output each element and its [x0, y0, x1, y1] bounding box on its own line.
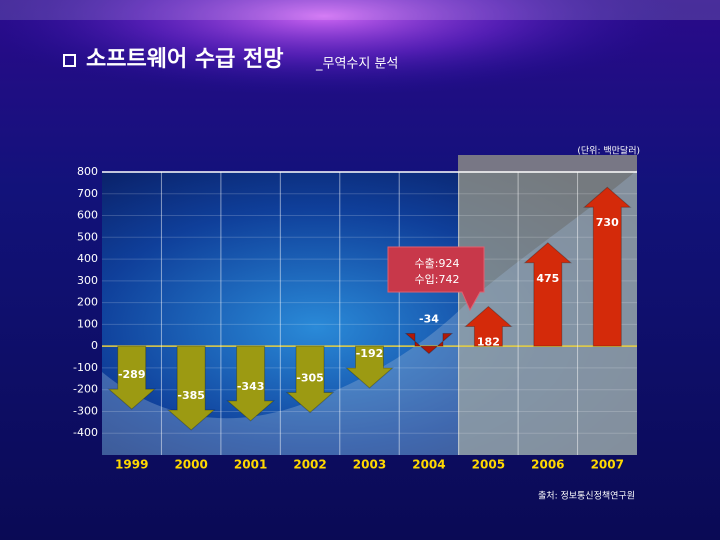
glow [0, 0, 720, 160]
x-tick-label: 2000 [174, 458, 207, 472]
x-tick-label: 2001 [234, 458, 267, 472]
value-label: 730 [596, 216, 619, 229]
y-tick-label: -400 [73, 426, 98, 439]
plot: -400 -300 -200 -100 0 100 200 300 400 500 600 700 80… [73, 165, 637, 472]
callout-text: 수입:742 [415, 273, 460, 286]
bar-arrow [523, 242, 573, 347]
value-label: -34 [419, 313, 439, 326]
trend-area [102, 170, 637, 455]
bar-arrow [404, 333, 454, 355]
y-tick-label: -100 [73, 361, 98, 374]
subtitle: _무역수지 분석 [315, 57, 398, 72]
y-tick-label: 0 [91, 339, 98, 352]
x-tick-label: 2006 [531, 458, 564, 472]
y-tick-label: 600 [77, 209, 98, 222]
x-tick-label: 2005 [472, 458, 505, 472]
bar-arrow [226, 345, 275, 422]
callout-text: 수출:924 [415, 257, 460, 270]
value-label: -289 [118, 368, 146, 381]
title: 소프트웨어 수급 전망 [86, 47, 283, 72]
x-tick-label: 1999 [115, 458, 148, 472]
bar-arrow [582, 186, 632, 347]
value-label: -305 [296, 372, 324, 385]
source: 출처: 정보통신정책연구원 [538, 490, 635, 502]
value-label: -192 [356, 347, 384, 360]
bar-arrow [345, 345, 394, 389]
bar-arrow [285, 345, 335, 414]
y-tick-label: -200 [73, 383, 98, 396]
value-label: -385 [177, 389, 205, 402]
value-label: -343 [237, 380, 265, 393]
bar-arrow [107, 345, 157, 410]
y-tick-label: 800 [77, 165, 98, 178]
unit-label: (단위: 백만달러) [577, 145, 640, 157]
x-tick-label: 2004 [412, 458, 445, 472]
y-tick-label: 300 [77, 274, 98, 287]
y-tick-label: 100 [77, 317, 98, 330]
y-tick-label: 500 [77, 230, 98, 243]
y-tick-label: 200 [77, 296, 98, 309]
callout-box [387, 246, 485, 312]
y-tick-label: 400 [77, 252, 98, 265]
bullet [63, 54, 76, 67]
value-label: 182 [477, 336, 500, 349]
bar-arrow [166, 345, 216, 431]
y-tick-label: -300 [73, 404, 98, 417]
value-label: 475 [536, 272, 559, 285]
bar-arrow [464, 305, 513, 347]
x-tick-label: 2007 [591, 458, 624, 472]
y-tick-label: 700 [77, 187, 98, 200]
top-strip [0, 0, 720, 20]
x-tick-label: 2003 [353, 458, 386, 472]
x-tick-label: 2002 [293, 458, 326, 472]
